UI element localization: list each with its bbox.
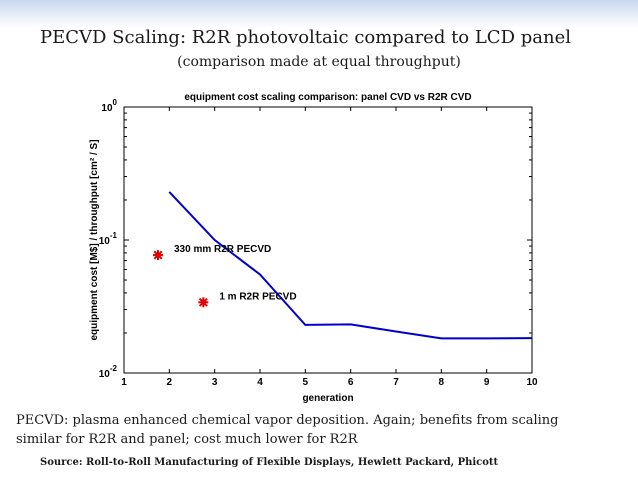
explanatory-note: PECVD: plasma enhanced chemical vapor de…	[16, 411, 626, 449]
point-label: 330 mm R2R PECVD	[174, 244, 271, 255]
x-tick-label: 1	[121, 377, 127, 388]
title-band	[0, 0, 638, 28]
chart-title: equipment cost scaling comparison: panel…	[184, 92, 471, 103]
x-tick-label: 5	[303, 377, 309, 388]
source-citation: Source: Roll-to-Roll Manufacturing of Fl…	[40, 457, 499, 468]
note-line-2: similar for R2R and panel; cost much low…	[16, 432, 358, 447]
y-axis-label: equipment cost [M$] / throughput [cm² / …	[89, 139, 100, 340]
plot-area	[123, 106, 533, 374]
points-layer: 330 mm R2R PECVD 1 m R2R PECVD	[153, 244, 297, 308]
point-label: 1 m R2R PECVD	[219, 291, 296, 302]
x-tick-label: 4	[257, 377, 263, 388]
asterisk-marker	[153, 250, 163, 261]
slide-subtitle: (comparison made at equal throughput)	[177, 54, 461, 70]
series-layer	[168, 191, 533, 340]
asterisk-stroke	[198, 297, 208, 307]
asterisk-marker	[198, 297, 209, 308]
y-tick-label: 10-2	[99, 364, 118, 380]
note-line-1: PECVD: plasma enhanced chemical vapor de…	[16, 413, 559, 428]
slide-title: PECVD Scaling: R2R photovoltaic compared…	[40, 27, 571, 48]
x-tick-label: 2	[167, 377, 173, 388]
x-tick-label: 6	[348, 377, 354, 388]
x-tick-label: 9	[484, 377, 490, 388]
asterisk-stroke	[153, 250, 163, 260]
y-tick-label: 100	[101, 98, 117, 114]
y-tick-label: 10-1	[99, 231, 118, 247]
x-tick-label: 7	[393, 377, 399, 388]
ticks-layer: 1 2 3 4 5 6 7 8 9 10 100 10-1 10-2	[99, 98, 538, 388]
x-tick-label: 8	[439, 377, 445, 388]
series-line	[168, 191, 533, 340]
x-tick-label: 10	[526, 377, 538, 388]
x-tick-label: 3	[212, 377, 218, 388]
x-axis-label: generation	[302, 393, 353, 404]
